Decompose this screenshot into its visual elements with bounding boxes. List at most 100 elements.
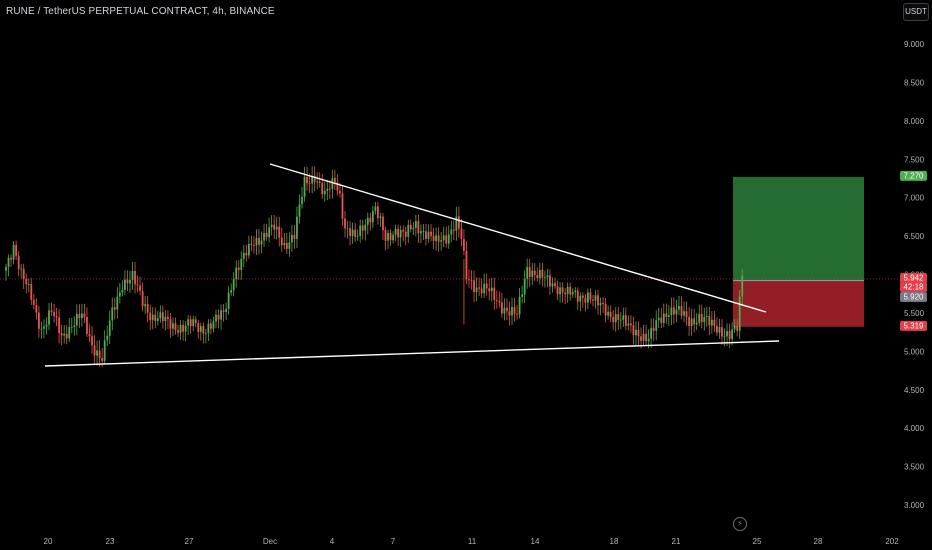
candle-down xyxy=(549,275,551,287)
candle-down xyxy=(640,336,642,341)
candle-up xyxy=(144,304,147,307)
candle-down xyxy=(637,329,640,337)
candle-down xyxy=(25,278,28,285)
candle-down xyxy=(673,307,675,315)
candle-down xyxy=(660,317,663,323)
price-label-badge xyxy=(900,282,927,292)
price-label-text: 5.319 xyxy=(903,321,924,330)
candle-up xyxy=(296,216,298,239)
candle-up xyxy=(718,327,721,333)
price-label-badge xyxy=(900,292,927,302)
candle-up xyxy=(70,326,73,328)
candle-down xyxy=(22,268,25,279)
candle-down xyxy=(273,224,276,230)
candle-up xyxy=(455,216,458,231)
candle-up xyxy=(331,178,334,190)
price-label-text: 7.270 xyxy=(903,171,924,180)
candle-up xyxy=(379,216,382,219)
candle-down xyxy=(602,302,604,304)
long-position-tool[interactable] xyxy=(0,176,900,327)
candle-down xyxy=(194,319,197,324)
time-axis[interactable]: 20 23 27 Dec 4 7 11 14 18 21 25 28 202 xyxy=(44,537,900,546)
price-tick: 3.000 xyxy=(904,501,925,510)
time-tick: 7 xyxy=(391,537,396,546)
candle-down xyxy=(141,291,144,307)
candle-up xyxy=(346,228,349,230)
candle-up xyxy=(670,307,673,316)
candle-up xyxy=(124,279,126,290)
candle-up xyxy=(705,316,708,318)
candle-down xyxy=(361,225,364,231)
candle-down xyxy=(306,176,308,184)
candle-down xyxy=(708,316,711,326)
candle-down xyxy=(15,244,18,256)
candle-up xyxy=(622,315,625,320)
candle-down xyxy=(688,317,690,326)
candle-down xyxy=(554,283,556,287)
candle-down xyxy=(498,301,501,303)
currency-button[interactable]: USDT xyxy=(903,3,929,21)
candle-down xyxy=(174,323,177,330)
candle-up xyxy=(68,327,71,339)
candle-down xyxy=(564,292,567,295)
candle-down xyxy=(101,357,104,361)
price-tick: 3.500 xyxy=(904,463,925,472)
candle-down xyxy=(485,283,488,289)
candle-down xyxy=(285,242,288,249)
candle-down xyxy=(280,237,283,246)
candle-down xyxy=(167,316,169,320)
candle-down xyxy=(83,313,86,318)
candle-up xyxy=(703,317,706,323)
candle-down xyxy=(328,188,331,190)
candle-up xyxy=(642,333,645,341)
candle-down xyxy=(488,288,491,292)
candle-up xyxy=(675,309,678,315)
candle-up xyxy=(635,329,637,336)
candle-up xyxy=(7,257,10,267)
candle-up xyxy=(695,322,698,325)
candle-down xyxy=(154,314,157,321)
time-tick: 28 xyxy=(814,537,823,546)
candle-down xyxy=(258,237,260,245)
candle-down xyxy=(139,285,141,292)
candle-down xyxy=(98,350,101,358)
candle-up xyxy=(503,307,506,314)
candle-down xyxy=(665,313,668,317)
lightning-icon[interactable]: ⚡ xyxy=(733,517,747,531)
candle-down xyxy=(237,267,240,271)
price-tick: 7.000 xyxy=(904,194,925,203)
candle-up xyxy=(356,236,359,237)
candle-down xyxy=(91,336,93,346)
candle-down xyxy=(245,252,248,256)
candle-down xyxy=(253,245,255,246)
candle-up xyxy=(227,292,230,309)
candle-down xyxy=(445,235,448,244)
candle-down xyxy=(680,306,683,316)
time-tick: 25 xyxy=(753,537,762,546)
price-tick: 4.000 xyxy=(904,424,925,433)
time-tick: 23 xyxy=(106,537,115,546)
candle-up xyxy=(551,283,554,287)
candle-down xyxy=(478,287,481,289)
candle-up xyxy=(116,296,119,310)
candle-up xyxy=(526,266,529,279)
candle-up xyxy=(650,327,653,339)
trendlines[interactable] xyxy=(44,163,780,367)
candle-down xyxy=(60,333,63,336)
candle-down xyxy=(430,231,432,236)
candle-down xyxy=(592,299,594,301)
candle-down xyxy=(369,217,372,223)
candle-down xyxy=(93,345,96,356)
candle-up xyxy=(288,242,291,249)
candle-down xyxy=(58,317,61,334)
price-axis[interactable]: 9.0008.5008.0007.5007.0006.5006.0005.500… xyxy=(904,40,925,510)
candle-up xyxy=(131,271,134,280)
candle-up xyxy=(538,269,541,279)
candle-down xyxy=(480,288,483,294)
candle-down xyxy=(339,190,341,194)
candle-down xyxy=(202,326,205,334)
candle-down xyxy=(612,317,615,323)
candle-up xyxy=(607,311,610,316)
time-tick: Dec xyxy=(263,537,277,546)
